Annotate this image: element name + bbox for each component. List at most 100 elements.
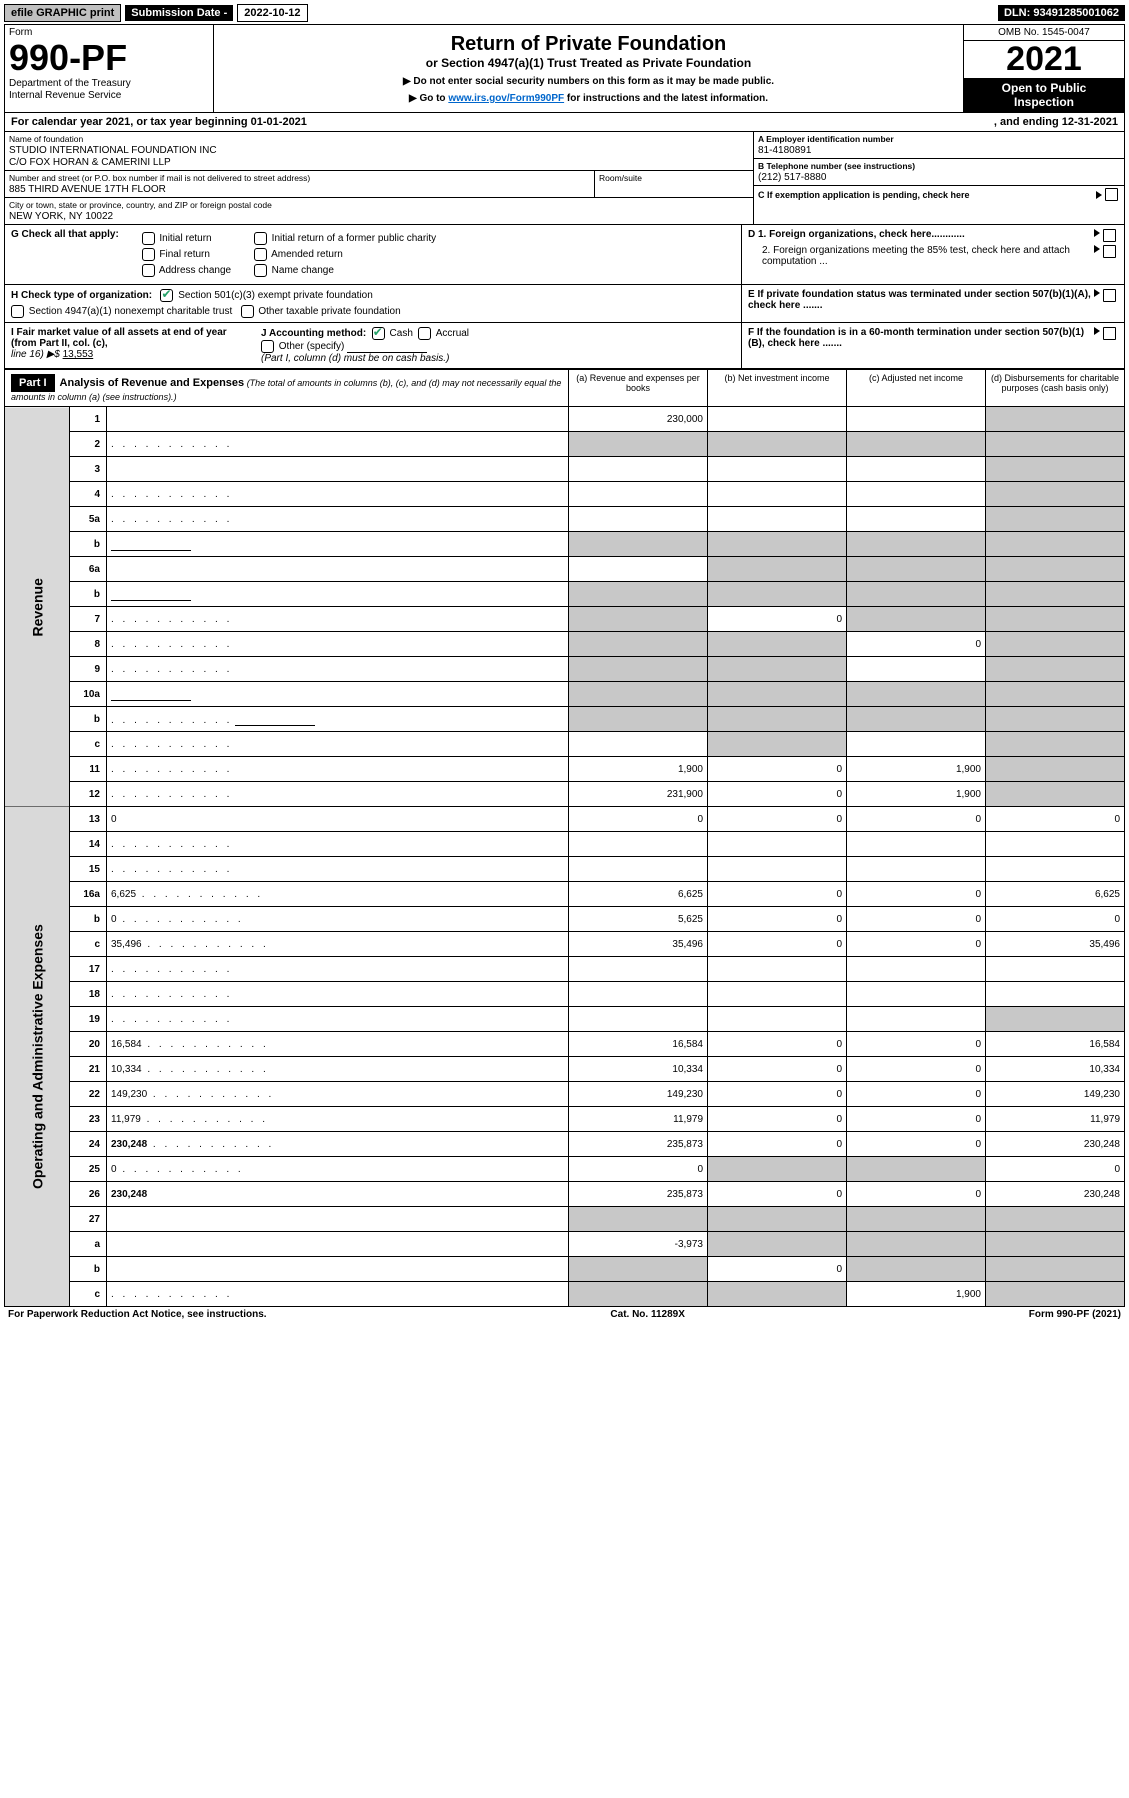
h-501c3-checkbox[interactable] [160,289,173,302]
cell-b [708,732,847,757]
cell-d: 10,334 [986,1057,1125,1082]
g-amended-checkbox[interactable] [254,248,267,261]
cell-b [708,407,847,432]
j-note: (Part I, column (d) must be on cash basi… [261,353,735,364]
cell-b: 0 [708,607,847,632]
line-description [107,632,569,657]
cell-a [569,732,708,757]
cell-c [847,607,986,632]
g-name-change-checkbox[interactable] [254,264,267,277]
j-other-checkbox[interactable] [261,340,274,353]
line-description: 0 [107,1157,569,1182]
cell-d [986,982,1125,1007]
line-number: 12 [70,782,107,807]
cell-b [708,482,847,507]
cell-d [986,507,1125,532]
line-description [107,682,569,707]
cell-d [986,582,1125,607]
line-description [107,857,569,882]
address-value: 885 THIRD AVENUE 17TH FLOOR [9,184,590,195]
line-number: 4 [70,482,107,507]
cell-a: 1,900 [569,757,708,782]
h-4947-checkbox[interactable] [11,305,24,318]
foundation-name-label: Name of foundation [9,134,749,144]
foundation-name-1: STUDIO INTERNATIONAL FOUNDATION INC [9,145,749,156]
line-description [107,507,569,532]
cell-b: 0 [708,1257,847,1282]
cell-c: 0 [847,1032,986,1057]
g-amended: Amended return [271,250,343,261]
inline-input[interactable] [111,588,191,601]
cell-b: 0 [708,1107,847,1132]
line-number: 9 [70,657,107,682]
expenses-sidebar: Operating and Administrative Expenses [5,807,70,1307]
cell-d: 35,496 [986,932,1125,957]
form-number: 990-PF [9,40,209,76]
irs-link[interactable]: www.irs.gov/Form990PF [448,93,564,104]
irs-label: Internal Revenue Service [9,90,209,102]
arrow-icon [1094,289,1100,297]
ein-label: A Employer identification number [758,134,1120,144]
inline-input[interactable] [111,538,191,551]
revenue-sidebar: Revenue [5,407,70,807]
cell-c [847,832,986,857]
j-cash-checkbox[interactable] [372,327,385,340]
cell-c [847,407,986,432]
line-description: 10,334 [107,1057,569,1082]
line-description [107,957,569,982]
arrow-icon [1094,245,1100,253]
cell-d [986,407,1125,432]
submission-date-value: 2022-10-12 [237,4,307,22]
e-label: E If private foundation status was termi… [748,289,1094,318]
inline-input[interactable] [235,713,315,726]
e-checkbox[interactable] [1103,289,1116,302]
line-number: 19 [70,1007,107,1032]
cell-b [708,557,847,582]
form-subtitle: or Section 4947(a)(1) Trust Treated as P… [218,56,959,70]
h-other-taxable-checkbox[interactable] [241,305,254,318]
line-description [107,657,569,682]
g-initial-former-checkbox[interactable] [254,232,267,245]
instr-ssn: ▶ Do not enter social security numbers o… [218,76,959,87]
j-accrual: Accrual [436,329,469,340]
efile-print-button[interactable]: efile GRAPHIC print [4,4,121,22]
cell-d [986,732,1125,757]
line-description: 6,625 [107,882,569,907]
c-checkbox[interactable] [1105,188,1118,201]
d2-checkbox[interactable] [1103,245,1116,258]
ein-value: 81-4180891 [758,145,1120,156]
line-number: 20 [70,1032,107,1057]
inline-input[interactable] [111,688,191,701]
col-d-header: (d) Disbursements for charitable purpose… [985,370,1124,406]
line-description [107,732,569,757]
cell-c: 1,900 [847,1282,986,1307]
line-number: 17 [70,957,107,982]
line-description: 149,230 [107,1082,569,1107]
cell-d [986,1282,1125,1307]
j-other-input[interactable] [347,340,427,353]
line-description: 35,496 [107,932,569,957]
line-number: 1 [70,407,107,432]
cell-c [847,982,986,1007]
cell-c: 0 [847,632,986,657]
j-accrual-checkbox[interactable] [418,327,431,340]
cell-a [569,607,708,632]
g-initial-return-checkbox[interactable] [142,232,155,245]
cell-c: 0 [847,807,986,832]
cal-year-begin: For calendar year 2021, or tax year begi… [11,116,307,128]
line-number: 8 [70,632,107,657]
d1-checkbox[interactable] [1103,229,1116,242]
cell-c [847,1257,986,1282]
line-description: 230,248 [107,1182,569,1207]
g-name-change: Name change [272,266,334,277]
instr-link-row: ▶ Go to www.irs.gov/Form990PF for instru… [218,93,959,104]
line-description [107,407,569,432]
f-checkbox[interactable] [1103,327,1116,340]
line-number: 24 [70,1132,107,1157]
g-final-return-checkbox[interactable] [142,248,155,261]
cell-d [986,957,1125,982]
cell-a: 231,900 [569,782,708,807]
cell-b [708,707,847,732]
cell-b [708,832,847,857]
g-address-change-checkbox[interactable] [142,264,155,277]
